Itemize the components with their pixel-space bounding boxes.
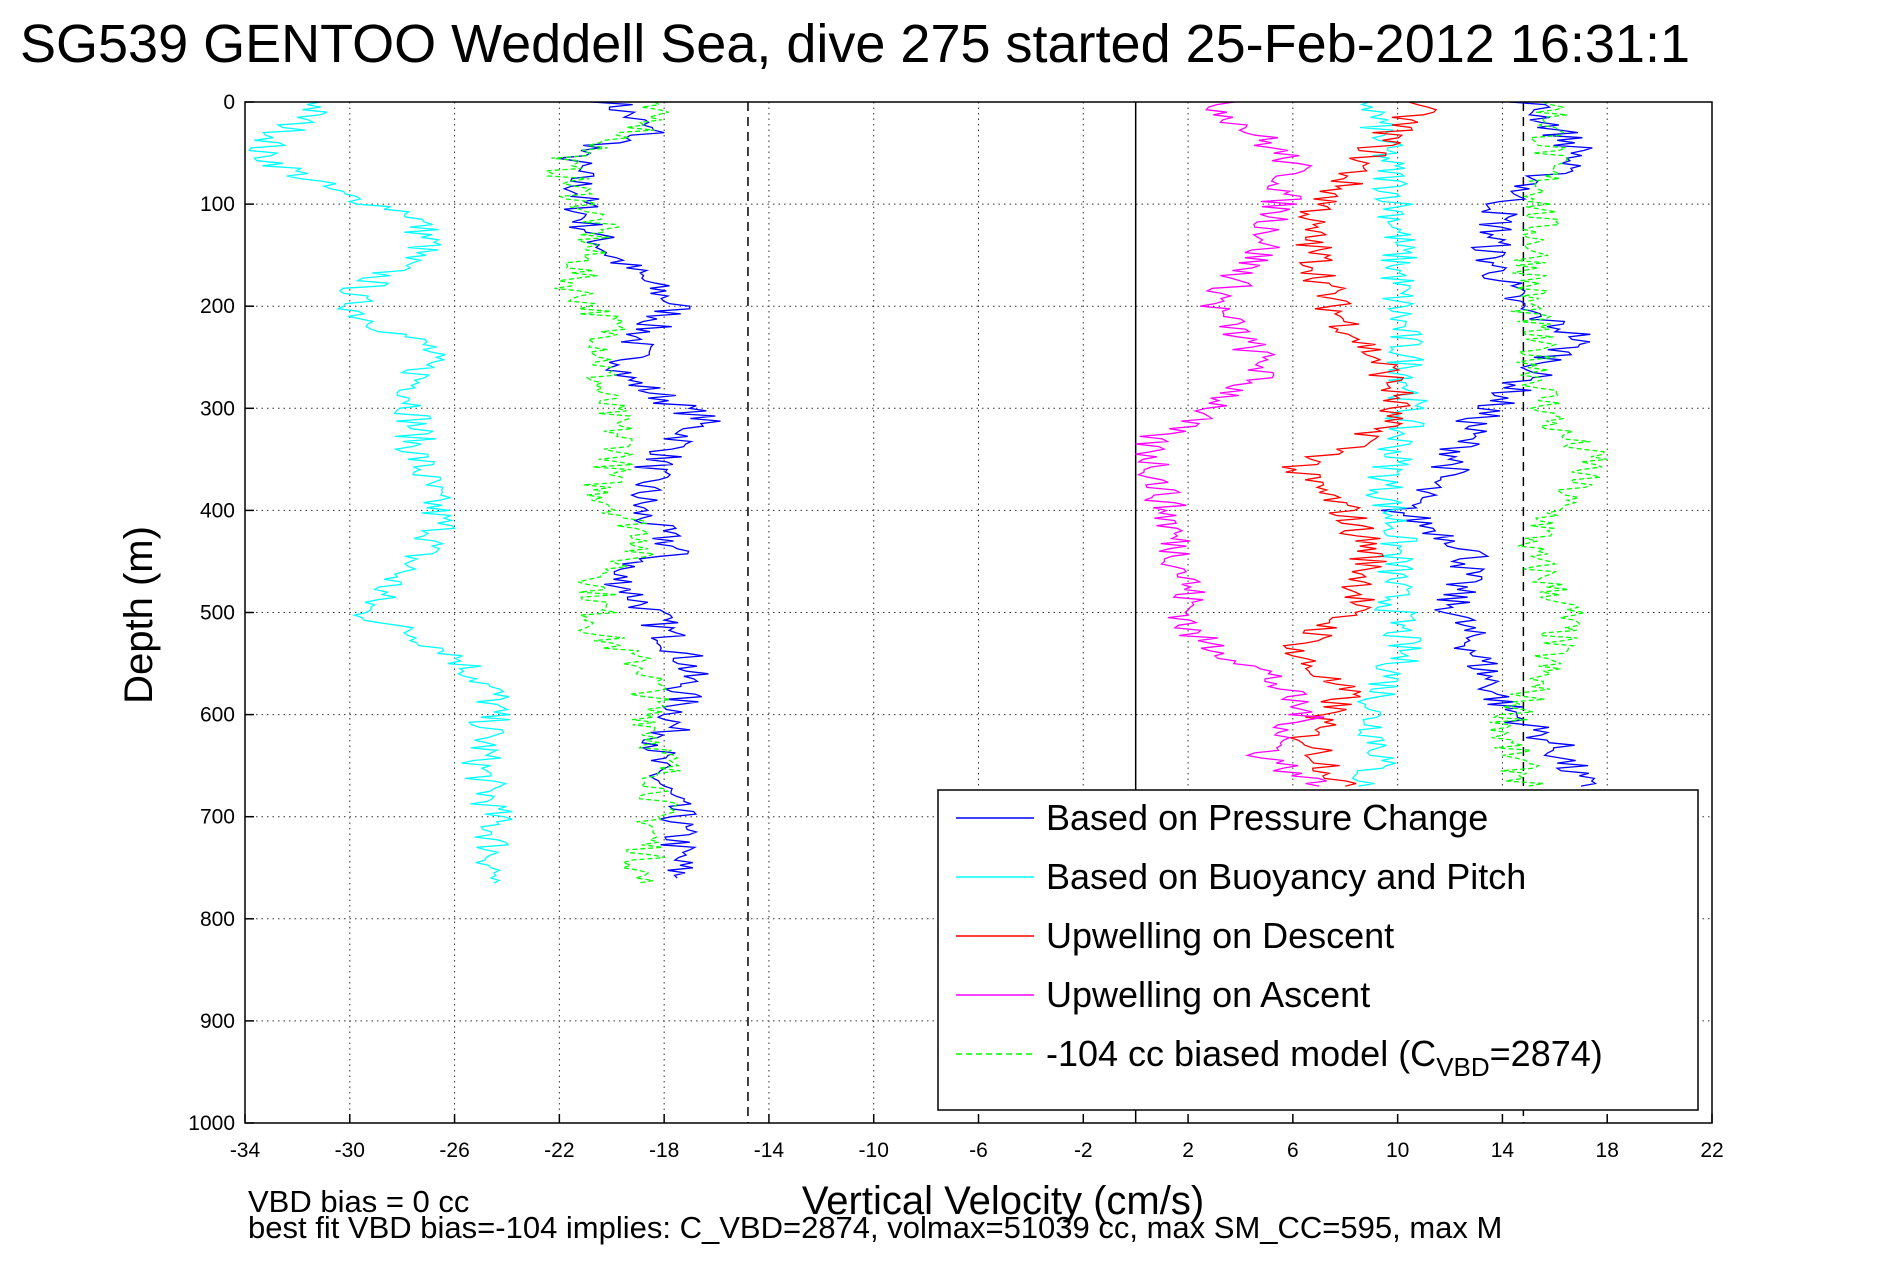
chart-title: SG539 GENTOO Weddell Sea, dive 275 start… [20,14,1690,74]
y-axis-label: Depth (m) [117,526,161,704]
legend-subscript: VBD [1436,1052,1489,1082]
y-tick-label: 500 [200,602,235,625]
series-line-4 [1351,101,1428,787]
x-tick-label: -14 [754,1139,785,1162]
x-tick-label: 2 [1182,1139,1194,1162]
legend-suffix: =2874) [1490,1033,1603,1074]
x-tick-label: -18 [649,1139,679,1162]
legend-label: Based on Buoyancy and Pitch [1046,856,1526,897]
vbd-bias-note: VBD bias = 0 cc [248,1184,469,1219]
y-axis-ticks: 0 100 200 300 400 500 600 700 800 900 1000 [188,91,254,1135]
y-tick-label: 0 [223,91,235,114]
x-tick-label: 18 [1596,1139,1619,1162]
y-tick-label: 900 [200,1010,235,1033]
x-tick-label: -26 [439,1139,469,1162]
y-tick-label: 800 [200,908,235,931]
x-tick-label: -2 [1074,1139,1093,1162]
x-tick-label: -10 [859,1139,889,1162]
x-tick-label: 6 [1287,1139,1299,1162]
legend-label-text: Based on Pressure Change [1046,797,1488,838]
y-tick-label: 300 [200,397,235,420]
y-tick-label: 100 [200,193,235,216]
plot-area [248,101,1608,884]
x-tick-label: 14 [1491,1139,1515,1162]
y-tick-label: 400 [200,499,235,522]
y-tick-label: 700 [200,806,235,829]
legend-label: -104 cc biased model (CVBD=2874) [1046,1033,1603,1082]
legend-box [937,789,1699,1111]
x-tick-label: -34 [230,1139,261,1162]
legend: Based on Pressure Change Based on Buoyanc… [937,789,1699,1111]
series-line-6 [1281,101,1438,787]
x-axis-label: Vertical Velocity (cm/s) [802,1179,1204,1223]
x-tick-label: -22 [544,1139,574,1162]
y-tick-label: 1000 [188,1112,235,1135]
legend-label-text: -104 cc biased model (C [1046,1033,1436,1074]
x-tick-label: -6 [969,1139,988,1162]
legend-label: Upwelling on Descent [1046,915,1394,956]
series-line-7 [1135,101,1327,787]
series-line-2 [546,101,681,884]
series-line-0 [557,101,721,879]
x-tick-label: -30 [335,1139,365,1162]
x-tick-label: 10 [1386,1139,1409,1162]
y-tick-label: 200 [200,295,235,318]
series-line-5 [1489,101,1608,787]
legend-label-text: Based on Buoyancy and Pitch [1046,856,1526,897]
series-line-3 [1380,101,1598,787]
legend-label-text: Upwelling on Descent [1046,915,1394,956]
best-fit-note: best fit VBD bias=-104 implies: C_VBD=28… [248,1210,1502,1245]
legend-label: Based on Pressure Change [1046,797,1488,838]
legend-label-text: Upwelling on Ascent [1046,974,1370,1015]
x-axis-ticks: -34 -30 -26 -22 -18 -14 -10 -6 -2 2 6 10 14 18 22 [230,1114,1724,1162]
series-line-1 [248,101,513,884]
legend-label: Upwelling on Ascent [1046,974,1370,1015]
x-tick-label: 22 [1700,1139,1723,1162]
y-tick-label: 600 [200,704,235,727]
